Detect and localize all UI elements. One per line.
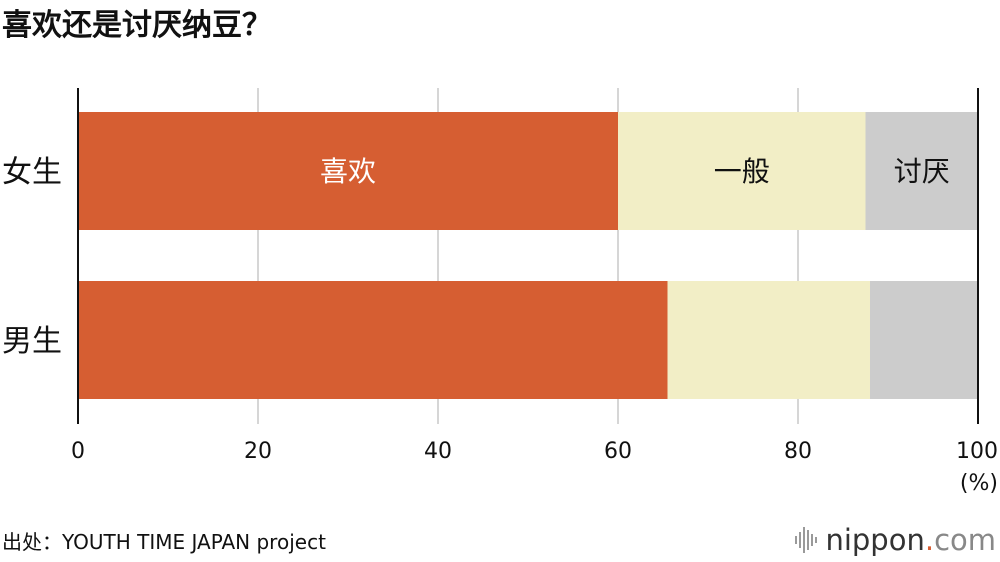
sound-wave-icon <box>795 527 818 553</box>
bar-0-2 <box>865 112 978 230</box>
bar-0-0 <box>78 112 618 230</box>
x-tick-label-0: 0 <box>71 439 85 464</box>
bar-1-1 <box>667 281 870 399</box>
bar-0-1 <box>618 112 866 230</box>
category-label-0: 女生 <box>2 155 62 190</box>
logo-text-tld: com <box>934 523 996 557</box>
chart-title: 喜欢还是讨厌纳豆？ <box>2 8 272 43</box>
x-tick-label-20: 20 <box>244 439 272 464</box>
bar-1-0 <box>78 281 668 399</box>
source-note: 出处：YOUTH TIME JAPAN project <box>2 530 326 554</box>
logo-text-dot: . <box>924 523 935 557</box>
bars <box>78 112 978 399</box>
x-tick-label-60: 60 <box>604 439 632 464</box>
x-tick-label-100: 100 <box>956 439 998 464</box>
segment-label-2: 讨厌 <box>894 155 950 188</box>
category-label-1: 男生 <box>2 324 62 359</box>
x-tick-label-80: 80 <box>784 439 812 464</box>
segment-label-0: 喜欢 <box>320 155 376 188</box>
nippon-logo[interactable]: nippon. com <box>795 520 996 560</box>
axes: 0 20 40 60 80 100 (%) <box>71 88 998 496</box>
segment-label-1: 一般 <box>714 155 770 188</box>
x-tick-label-40: 40 <box>424 439 452 464</box>
x-unit-label: (%) <box>960 471 998 496</box>
bar-1-2 <box>870 281 978 399</box>
logo-text-main: nippon <box>825 523 925 557</box>
